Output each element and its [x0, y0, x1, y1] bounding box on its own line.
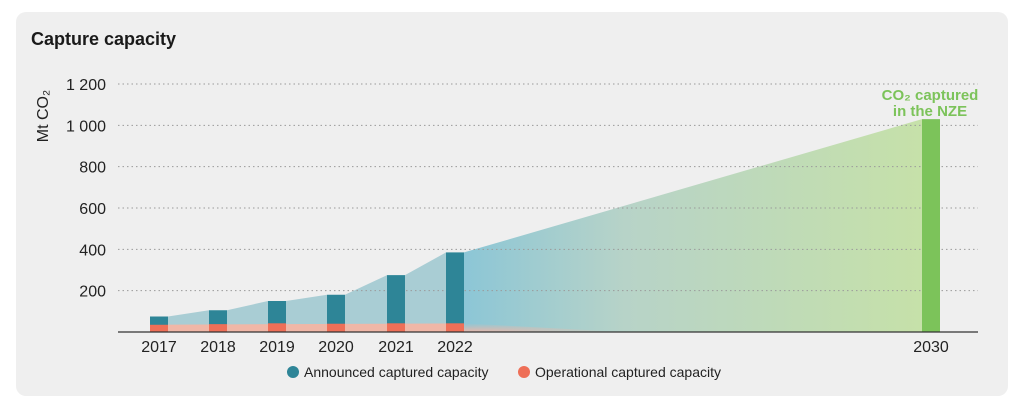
x-tick-label: 2017 — [141, 339, 177, 356]
x-tick-label: 2019 — [259, 339, 295, 356]
y-tick-label: 1 000 — [66, 118, 106, 135]
bar-operational-2018 — [209, 324, 227, 332]
operational-glow — [464, 323, 624, 332]
x-tick-label: 2030 — [913, 339, 949, 356]
announced-area — [150, 252, 464, 332]
bar-operational-2020 — [327, 323, 345, 332]
legend-announced-marker — [287, 366, 299, 378]
x-tick-label: 2021 — [378, 339, 414, 356]
y-tick-label: 800 — [79, 160, 106, 177]
bar-announced-2020 — [327, 294, 345, 332]
bar-operational-2017 — [150, 324, 168, 332]
projection-area — [464, 119, 922, 332]
legend-operational-marker — [518, 366, 530, 378]
chart-title: Capture capacity — [31, 29, 177, 49]
x-tick-label: 2022 — [437, 339, 473, 356]
bar-operational-2022 — [446, 323, 464, 332]
axes-group: 200 400 600 800 1 000 1 200 Mt CO₂ 2017 2018 2019… — [35, 77, 978, 356]
legend-operational-label: Operational captured capacity — [535, 364, 721, 380]
bar-announced-2021 — [387, 275, 405, 332]
bars-group — [150, 119, 940, 332]
grid-lines — [118, 83, 978, 292]
y-tick-label: 600 — [79, 201, 106, 218]
nze-label-line2: in the NZE — [893, 103, 967, 120]
y-tick-label: 1 200 — [66, 77, 106, 94]
bar-nze-2030 — [922, 119, 940, 332]
capacity-areas — [150, 119, 922, 332]
nze-label-line1: CO₂ captured — [882, 87, 979, 104]
legend: Announced captured capacity Operational c… — [287, 364, 721, 380]
y-tick-label: 400 — [79, 242, 106, 259]
operational-area — [150, 323, 464, 332]
x-tick-label: 2018 — [200, 339, 236, 356]
bar-operational-2021 — [387, 323, 405, 332]
x-tick-label: 2020 — [318, 339, 354, 356]
y-tick-label: 200 — [79, 284, 106, 301]
y-axis-label: Mt CO₂ — [35, 90, 52, 142]
bar-operational-2019 — [268, 323, 286, 332]
legend-announced-label: Announced captured capacity — [304, 364, 488, 380]
bar-announced-2022 — [446, 252, 464, 332]
